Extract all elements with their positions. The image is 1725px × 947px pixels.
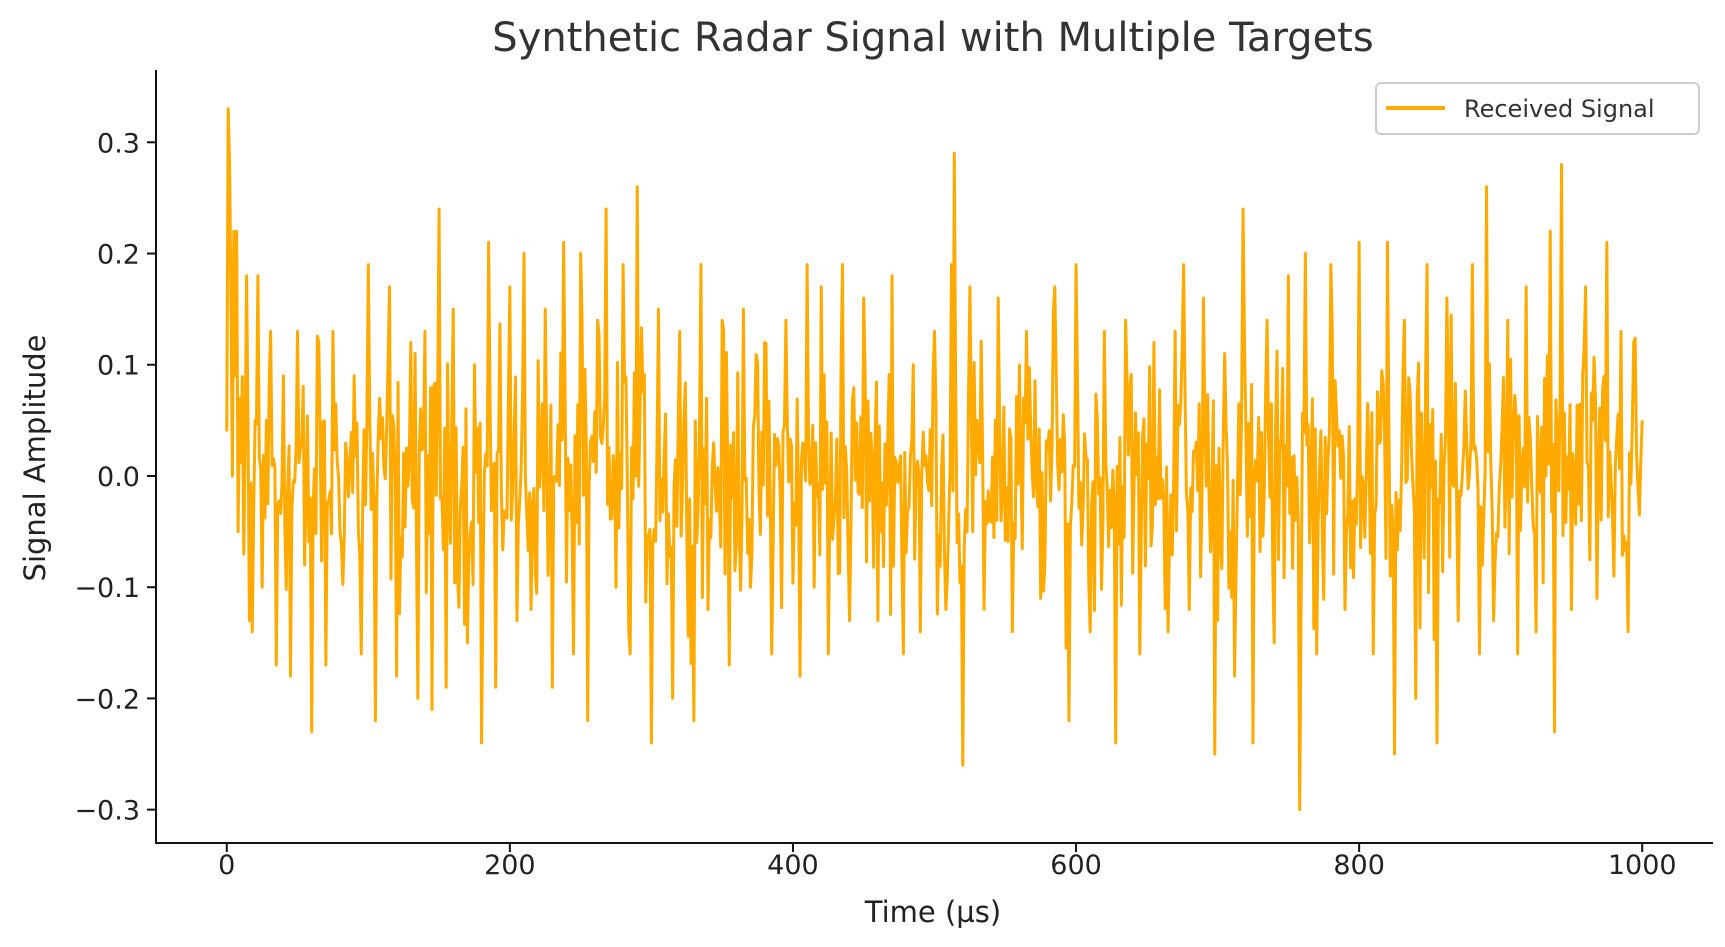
series-layer — [225, 107, 1644, 812]
legend-box — [1375, 82, 1700, 135]
x-ticks: 0 200 400 600 800 1000 — [218, 843, 1677, 881]
y-tick-label: −0.2 — [74, 684, 140, 715]
x-axis-label: Time (µs) — [864, 895, 1001, 929]
x-tick-label: 800 — [1333, 850, 1385, 881]
y-tick-label: 0.1 — [97, 351, 140, 382]
y-tick-label: −0.3 — [74, 796, 140, 827]
series-line-received-signal — [225, 107, 1644, 812]
x-tick-label: 1000 — [1608, 850, 1677, 881]
y-tick-label: 0.3 — [97, 128, 140, 159]
x-tick-label: 0 — [218, 850, 235, 881]
y-axis-label: Signal Amplitude — [18, 335, 52, 582]
plot-area — [225, 107, 1644, 812]
x-tick-label: 600 — [1050, 850, 1102, 881]
x-tick-label: 400 — [767, 850, 819, 881]
x-tick-label: 200 — [484, 850, 536, 881]
y-ticks: −0.3 −0.2 −0.1 0.0 0.1 0.2 0.3 — [74, 128, 156, 827]
legend: Received Signal — [1375, 82, 1700, 135]
y-tick-label: −0.1 — [74, 573, 140, 604]
legend-label: Received Signal — [1464, 95, 1655, 123]
y-tick-label: 0.0 — [97, 462, 140, 493]
y-tick-label: 0.2 — [97, 240, 140, 271]
chart-title: Synthetic Radar Signal with Multiple Tar… — [492, 15, 1373, 61]
